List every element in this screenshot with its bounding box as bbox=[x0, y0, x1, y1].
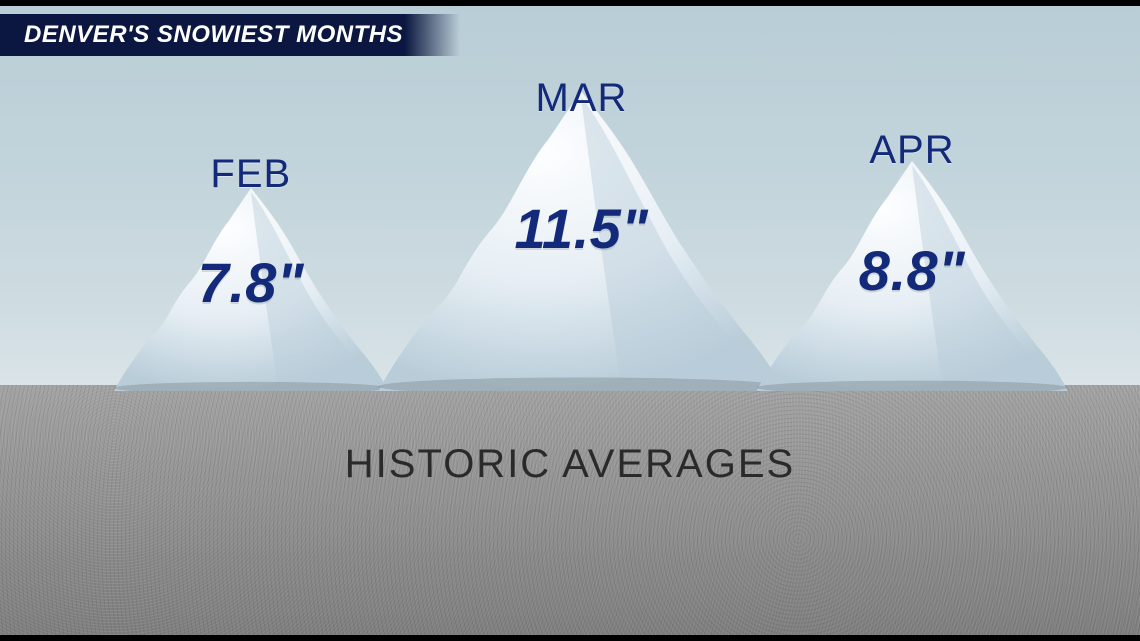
value-label: 7.8" bbox=[198, 250, 304, 315]
weather-graphic: DENVER'S SNOWIEST MONTHS FEB7.8" MAR11.5… bbox=[0, 0, 1140, 641]
subtitle-text: HISTORIC AVERAGES bbox=[345, 442, 795, 487]
value-label: 8.8" bbox=[859, 238, 965, 303]
month-label: APR bbox=[869, 128, 954, 173]
month-label: FEB bbox=[210, 152, 291, 197]
snow-piles-container: FEB 7.8" MAR 11.5" APR 8.8" bbox=[0, 0, 1140, 641]
value-label: 11.5" bbox=[514, 196, 648, 261]
month-label: MAR bbox=[535, 76, 627, 121]
